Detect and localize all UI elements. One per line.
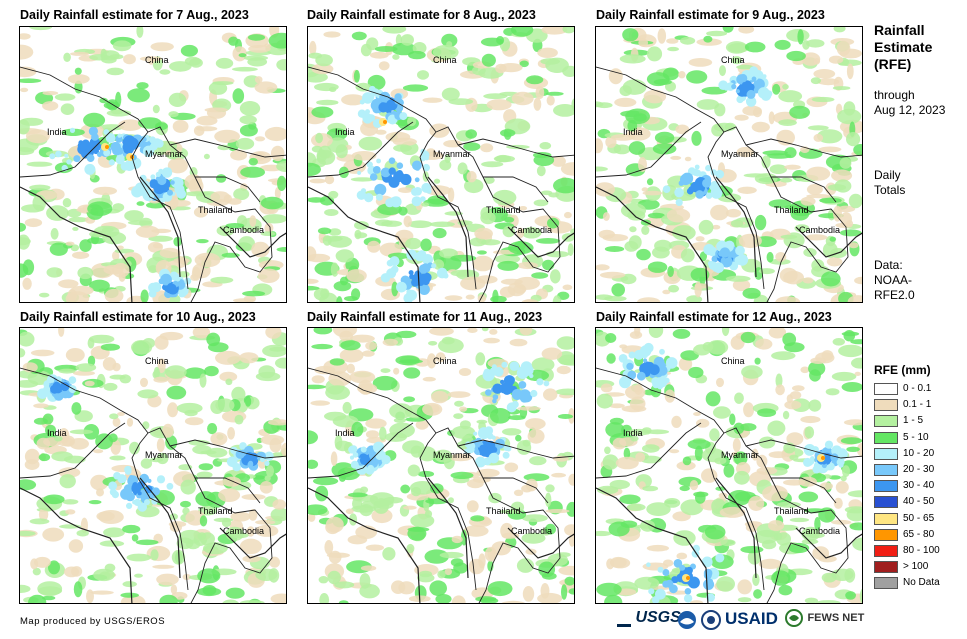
legend-item: No Data xyxy=(874,577,964,591)
panel-title-6: Daily Rainfall estimate for 12 Aug., 202… xyxy=(596,310,832,324)
usaid-logo: USAID xyxy=(725,609,778,628)
credit-text: Map produced by USGS/EROS xyxy=(20,616,166,627)
legend-label: 0.1 - 1 xyxy=(903,399,932,411)
panel-title-5: Daily Rainfall estimate for 11 Aug., 202… xyxy=(307,310,543,324)
legend-item: 80 - 100 xyxy=(874,545,964,559)
map-label-cambodia: Cambodia xyxy=(511,225,553,235)
legend-swatch xyxy=(874,431,898,444)
legend-label: 10 - 20 xyxy=(903,447,935,459)
legend-label: No Data xyxy=(903,577,940,589)
legend-swatch xyxy=(874,447,898,460)
legend-item: 40 - 50 xyxy=(874,496,964,510)
legend-swatch xyxy=(874,480,898,493)
map-label-india: India xyxy=(623,428,643,438)
legend-swatch xyxy=(874,415,898,428)
legend-label: 50 - 65 xyxy=(903,512,935,524)
map-label-india: India xyxy=(335,428,355,438)
map-label-thailand: Thailand xyxy=(198,205,233,215)
legend-label: 5 - 10 xyxy=(903,431,929,443)
legend-swatch xyxy=(874,512,898,525)
map-label-india: India xyxy=(335,127,355,137)
map-label-cambodia: Cambodia xyxy=(511,526,553,536)
legend-label: 40 - 50 xyxy=(903,496,935,508)
legend-label: 1 - 5 xyxy=(903,415,924,427)
map-label-china: China xyxy=(145,55,169,65)
legend-swatch xyxy=(874,545,898,557)
panel-title-4: Daily Rainfall estimate for 10 Aug., 202… xyxy=(20,310,256,324)
map-label-thailand: Thailand xyxy=(774,205,809,215)
rainfall-map-11-aug: China India Myanmar Thailand Cambodia xyxy=(307,327,575,604)
panel-title-1: Daily Rainfall estimate for 7 Aug., 2023 xyxy=(20,8,249,22)
map-label-myanmar: Myanmar xyxy=(721,450,759,460)
daily-totals: Daily Totals xyxy=(874,168,906,197)
legend-item: 50 - 65 xyxy=(874,512,964,527)
map-label-thailand: Thailand xyxy=(486,506,521,516)
panel-title-3: Daily Rainfall estimate for 9 Aug., 2023 xyxy=(596,8,825,22)
legend-swatch xyxy=(874,561,898,574)
legend-swatch xyxy=(874,383,898,395)
rainfall-map-7-aug: China India Myanmar Thailand Cambodia xyxy=(19,26,287,303)
legend-swatch xyxy=(874,528,898,541)
through-date: through Aug 12, 2023 xyxy=(874,88,946,117)
map-label-myanmar: Myanmar xyxy=(721,149,759,159)
map-label-myanmar: Myanmar xyxy=(433,149,471,159)
legend-item: 65 - 80 xyxy=(874,528,964,543)
map-label-india: India xyxy=(47,428,67,438)
usgs-logo: USGS xyxy=(617,609,681,631)
map-label-india: India xyxy=(47,127,67,137)
globe-icon xyxy=(785,609,803,627)
legend-item: 30 - 40 xyxy=(874,480,964,494)
rainfall-map-10-aug: China India Myanmar Thailand Cambodia xyxy=(19,327,287,604)
map-label-myanmar: Myanmar xyxy=(433,450,471,460)
map-label-thailand: Thailand xyxy=(198,506,233,516)
legend-label: > 100 xyxy=(903,561,929,573)
map-label-china: China xyxy=(721,55,745,65)
legend-label: 20 - 30 xyxy=(903,464,935,475)
map-label-cambodia: Cambodia xyxy=(223,225,265,235)
legend-item: 1 - 5 xyxy=(874,415,964,429)
map-label-myanmar: Myanmar xyxy=(145,149,183,159)
legend-item: > 100 xyxy=(874,561,964,575)
fews-net-logo: FEWS NET xyxy=(785,609,864,631)
legend-label: 30 - 40 xyxy=(903,480,935,492)
legend-item: 10 - 20 xyxy=(874,447,964,462)
map-label-cambodia: Cambodia xyxy=(799,225,841,235)
legend-swatch xyxy=(874,399,898,412)
map-label-cambodia: Cambodia xyxy=(223,526,265,536)
map-label-china: China xyxy=(433,55,457,65)
rainfall-map-8-aug: China India Myanmar Thailand Cambodia xyxy=(307,26,575,303)
rainfall-map-12-aug: China India Myanmar Thailand Cambodia xyxy=(595,327,863,604)
map-label-china: China xyxy=(145,356,169,366)
usgs-wave-icon xyxy=(617,610,631,627)
legend-label: 80 - 100 xyxy=(903,545,940,556)
legend-heading: Rainfall Estimate (RFE) xyxy=(874,22,933,72)
legend-item: 0.1 - 1 xyxy=(874,399,964,413)
map-label-cambodia: Cambodia xyxy=(799,526,841,536)
legend-swatch xyxy=(874,464,898,476)
legend-label: 65 - 80 xyxy=(903,528,935,540)
noaa-logo-icon xyxy=(677,610,697,632)
data-source: Data: NOAA- RFE2.0 xyxy=(874,258,915,302)
map-label-china: China xyxy=(433,356,457,366)
doc-seal-icon xyxy=(701,610,721,632)
legend-title: RFE (mm) xyxy=(874,363,931,377)
map-label-thailand: Thailand xyxy=(774,506,809,516)
map-label-myanmar: Myanmar xyxy=(145,450,183,460)
legend-swatch xyxy=(874,496,898,509)
map-label-thailand: Thailand xyxy=(486,205,521,215)
panel-title-2: Daily Rainfall estimate for 8 Aug., 2023 xyxy=(307,8,536,22)
legend-label: 0 - 0.1 xyxy=(903,383,932,394)
map-label-china: China xyxy=(721,356,745,366)
legend-item: 5 - 10 xyxy=(874,431,964,446)
rainfall-map-9-aug: China India Myanmar Thailand Cambodia xyxy=(595,26,863,303)
legend-item: 20 - 30 xyxy=(874,464,964,478)
map-label-india: India xyxy=(623,127,643,137)
legend-swatch xyxy=(874,577,898,590)
legend-item: 0 - 0.1 xyxy=(874,383,964,397)
